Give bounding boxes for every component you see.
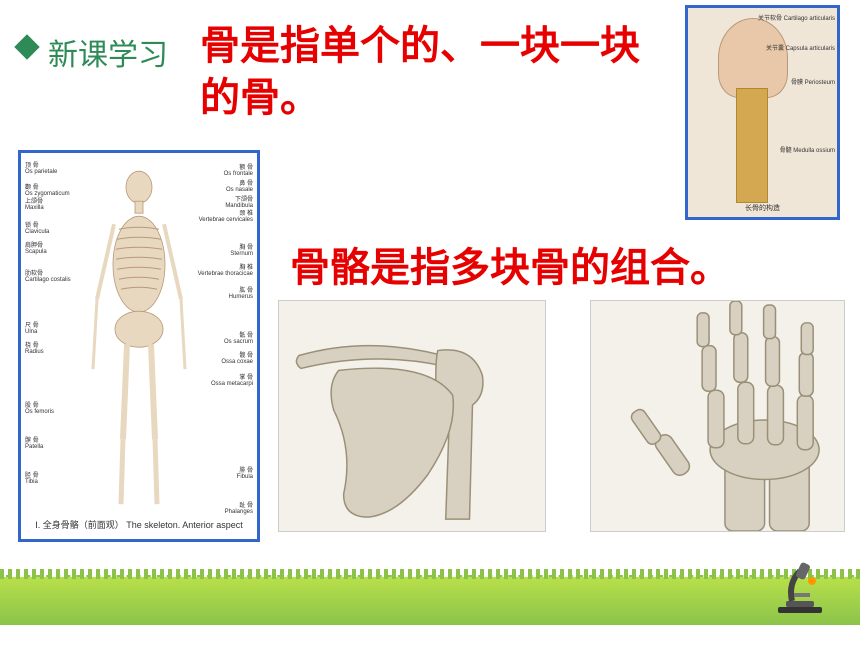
skeleton-label: 肱 骨Humerus xyxy=(229,288,253,300)
bone-label: 关节囊 Capsula articularis xyxy=(766,46,835,52)
section-title: 新课学习 xyxy=(48,30,168,74)
bone-label: 关节软骨 Cartilago articularis xyxy=(758,16,835,22)
skeleton-label: 颧 骨Os zygomaticum xyxy=(25,185,70,197)
skeleton-label: 胸 骨Sternum xyxy=(230,245,253,257)
skeleton-label: 桡 骨Radius xyxy=(25,343,44,355)
shoulder-svg xyxy=(279,301,545,531)
headline-skeleton-combo: 骨骼是指多块骨的组合。 xyxy=(290,235,730,293)
bone-label: 骨髓 Medulla ossium xyxy=(780,148,835,154)
hand-figure xyxy=(590,300,845,532)
bone-caption: 长骨的构造 xyxy=(688,203,837,213)
bone-shaft-shape xyxy=(736,88,768,203)
skeleton-label: 髌 骨Patella xyxy=(25,438,43,450)
skeleton-caption: I. 全身骨骼（前面观） The skeleton. Anterior aspe… xyxy=(21,518,257,531)
bone-head-shape xyxy=(718,18,788,98)
section-bullet xyxy=(14,34,39,59)
skeleton-label: 胸 椎Vertebrae thoracicae xyxy=(198,265,253,277)
skeleton-label: 骶 骨Os sacrum xyxy=(224,333,253,345)
skeleton-label: 尺 骨Ulna xyxy=(25,323,39,335)
skeleton-label: 胫 骨Tibia xyxy=(25,473,39,485)
grass-footer xyxy=(0,575,860,625)
skeleton-figure: 顶 骨Os parietale 颧 骨Os zygomaticum 上颌骨Maxil… xyxy=(18,150,260,542)
skeleton-label: 腓 骨Fibula xyxy=(237,468,253,480)
headline-bone-single: 骨是指单个的、一块一块的骨。 xyxy=(200,20,660,124)
skeleton-label: 肋软骨Cartilago costalis xyxy=(25,271,71,283)
skeleton-label: 下颌骨Mandibula xyxy=(225,197,253,209)
skeleton-label: 上颌骨Maxilla xyxy=(25,199,44,211)
skeleton-label: 额 骨Os frontale xyxy=(224,165,253,177)
skeleton-label: 颈 椎Vertebrae cervicales xyxy=(199,211,253,223)
bone-structure-figure: 关节软骨 Cartilago articularis 关节囊 Capsula ar… xyxy=(685,5,840,220)
skeleton-label: 趾 骨Phalanges xyxy=(225,503,253,515)
skeleton-label: 顶 骨Os parietale xyxy=(25,163,57,175)
bone-label: 骨膜 Periosteum xyxy=(791,80,835,86)
skeleton-svg xyxy=(89,169,189,509)
microscope-icon xyxy=(770,555,830,615)
skeleton-label: 髋 骨Ossa coxae xyxy=(221,353,253,365)
skeleton-label: 股 骨Os femoris xyxy=(25,403,54,415)
shoulder-figure xyxy=(278,300,546,532)
skeleton-label: 锁 骨Clavicula xyxy=(25,223,49,235)
skeleton-label: 肩胛骨Scapula xyxy=(25,243,47,255)
skeleton-label: 掌 骨Ossa metacarpi xyxy=(211,375,253,387)
skeleton-label: 鼻 骨Os nasale xyxy=(226,181,253,193)
hand-svg xyxy=(591,301,844,531)
footer-white-strip xyxy=(0,625,860,645)
